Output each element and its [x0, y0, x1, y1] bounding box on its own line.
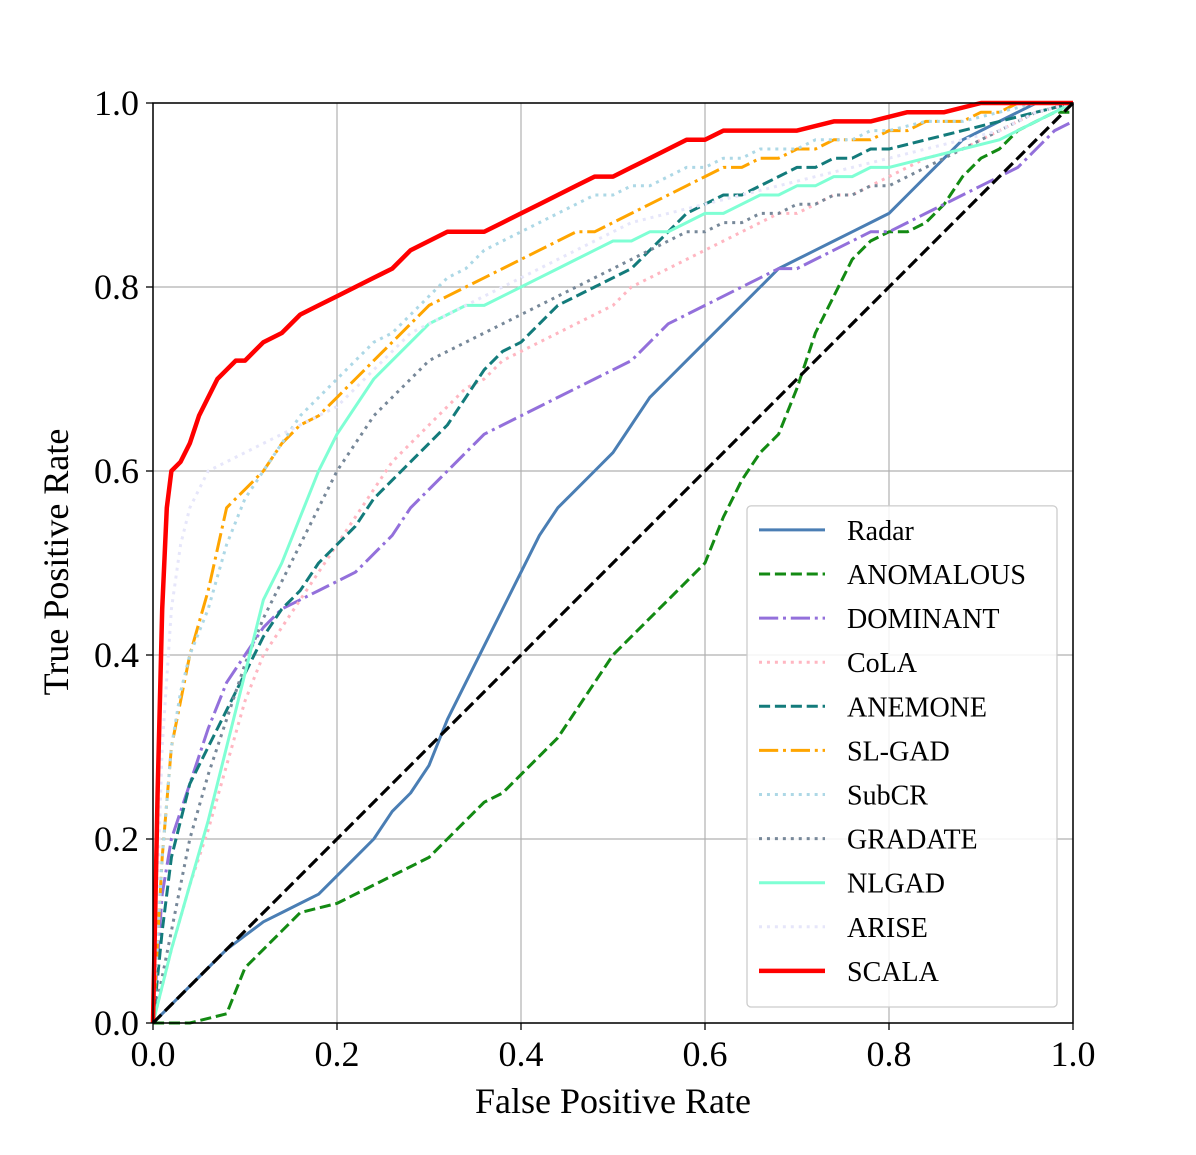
- plot-area: [150, 100, 1075, 1025]
- series-line-radar: [151, 101, 1073, 1025]
- legend: Radar ANOMALOUS DOMINANT CoLA ANEMONE SL-GAD S…: [746, 505, 1058, 1008]
- reference-diagonal-line: [151, 101, 1075, 1025]
- x-tick-label: 1.0: [1051, 1034, 1096, 1074]
- x-axis-label: False Positive Rate: [475, 1081, 751, 1121]
- legend-label-nlgad: NLGAD: [847, 869, 945, 900]
- legend-label-anemone: ANEMONE: [847, 692, 987, 723]
- series-line-nlgad: [151, 101, 1074, 1024]
- legend-label-anomalous: ANOMALOUS: [847, 560, 1026, 591]
- y-tick-label: 1.0: [94, 83, 139, 123]
- legend-label-subcr: SubCR: [847, 781, 928, 812]
- grid: [152, 102, 1074, 1024]
- y-axis-label: True Positive Rate: [36, 429, 76, 696]
- series-line-gradate: [151, 101, 1074, 1024]
- y-tick-label: 0.4: [94, 635, 139, 675]
- x-tick-label: 0.8: [867, 1034, 912, 1074]
- legend-label-sl-gad: SL-GAD: [847, 736, 950, 767]
- series-line-arise: [151, 101, 1074, 1024]
- x-tick-label: 0.6: [683, 1034, 728, 1074]
- x-tick-label: 0.4: [499, 1034, 544, 1074]
- legend-label-arise: ARISE: [847, 913, 928, 944]
- y-tick-label: 0.0: [94, 1003, 139, 1043]
- y-axis: 0.0 0.2 0.4 0.6 0.8 1.0: [94, 83, 153, 1043]
- series-line-anomalous: [153, 110, 1073, 1025]
- legend-label-cola: CoLA: [847, 648, 918, 679]
- series-line-anemone: [151, 101, 1074, 1024]
- x-tick-label: 0.0: [131, 1034, 176, 1074]
- x-axis: 0.0 0.2 0.4 0.6 0.8 1.0: [131, 1023, 1096, 1074]
- legend-label-dominant: DOMINANT: [847, 604, 999, 635]
- legend-label-gradate: GRADATE: [847, 825, 978, 856]
- y-tick-label: 0.2: [94, 819, 139, 859]
- series-line-scala: [150, 100, 1073, 1024]
- y-tick-label: 0.8: [94, 267, 139, 307]
- series-line-dominant: [151, 120, 1074, 1024]
- axes-frame: [152, 102, 1074, 1024]
- y-tick-label: 0.6: [94, 451, 139, 491]
- legend-label-radar: Radar: [847, 516, 915, 547]
- legend-label-scala: SCALA: [847, 957, 940, 988]
- series-line-subcr: [151, 101, 1073, 1024]
- series-line-sl-gad: [151, 101, 1073, 1024]
- x-tick-label: 0.2: [315, 1034, 360, 1074]
